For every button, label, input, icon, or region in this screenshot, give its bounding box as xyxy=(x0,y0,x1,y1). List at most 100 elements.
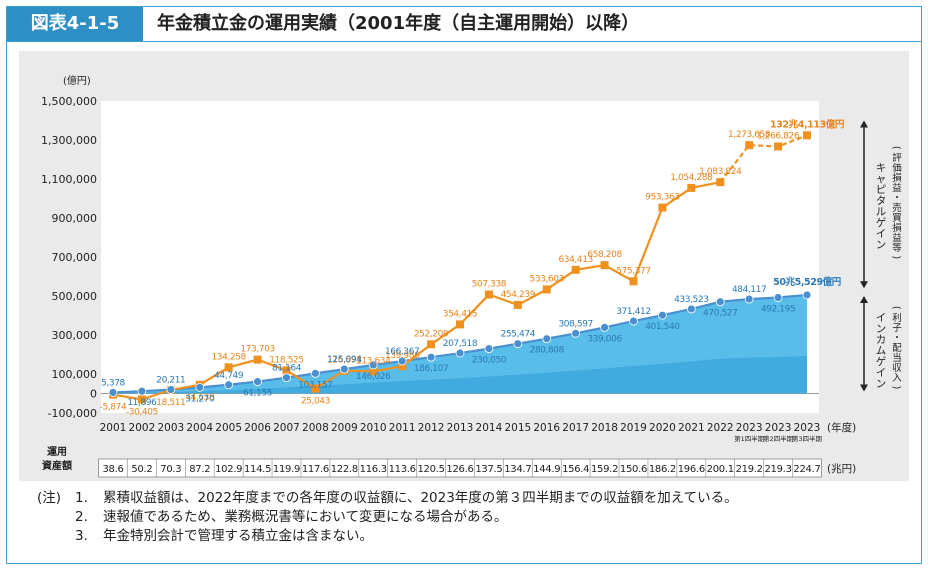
y-tick-label: 500,000 xyxy=(52,290,98,303)
capital-bracket-arrow-down xyxy=(860,281,868,289)
income-side-note: 収 xyxy=(892,362,902,374)
asset-value: 196.6 xyxy=(678,464,705,475)
capital-point xyxy=(600,261,609,270)
income-bracket-arrow-down xyxy=(860,384,868,392)
income-point xyxy=(224,380,234,390)
income-side-label: ゲ xyxy=(876,356,887,368)
capital-side-label: ン xyxy=(876,239,887,251)
income-point xyxy=(137,386,147,396)
income-data-label: 186,107 xyxy=(414,364,448,374)
income-area-shade xyxy=(113,356,807,394)
x-tick-label: 2016 xyxy=(533,422,560,434)
note-2: 2. 速報値であるため、業務概況書等において変更になる場合がある。 xyxy=(37,508,738,527)
income-side-label: カ xyxy=(876,334,887,346)
capital-side-note: ( xyxy=(891,146,902,150)
notes-head: (注) xyxy=(37,490,62,506)
capital-point xyxy=(513,300,522,309)
income-data-label: 11,896 xyxy=(127,398,157,408)
x-tick-label: 2018 xyxy=(591,422,618,434)
asset-row-label: 運用 xyxy=(47,446,67,458)
capital-point xyxy=(716,178,725,187)
income-data-label: 230,050 xyxy=(472,356,507,366)
income-point xyxy=(715,297,725,307)
figure-label: 図表4-1-5 xyxy=(7,7,143,41)
x-tick-label: 2023 xyxy=(736,422,763,434)
capital-data-label: 658,208 xyxy=(587,250,622,260)
capital-side-note: 価 xyxy=(892,162,902,174)
y-tick-label: 100,000 xyxy=(52,368,98,381)
capital-data-label: 634,413 xyxy=(558,255,592,265)
capital-data-label: 252,209 xyxy=(414,329,449,339)
x-tick-label: 2001 xyxy=(100,422,127,434)
capital-side-note: 損 xyxy=(892,222,902,234)
note-number: 2. xyxy=(75,509,88,525)
asset-row-box xyxy=(98,458,822,478)
x-tick-label: 2015 xyxy=(504,422,531,434)
income-data-label: 308,597 xyxy=(558,319,592,329)
income-side-note: 利 xyxy=(892,312,902,324)
capital-side-note: 益 xyxy=(892,182,902,194)
capital-point xyxy=(774,142,783,151)
x-tick-label: 2010 xyxy=(360,422,387,434)
capital-data-label: 1,273,658 xyxy=(728,130,771,140)
capital-bracket-arrow-up xyxy=(860,120,868,128)
income-data-label: 50兆5,529億円 xyxy=(773,276,841,288)
income-data-label: 401,540 xyxy=(645,322,680,332)
income-side-label: ム xyxy=(876,345,887,357)
income-data-label: 255,474 xyxy=(501,330,536,340)
capital-side-label: イ xyxy=(876,228,887,240)
income-side-label: ン xyxy=(876,378,887,390)
income-side-note: 入 xyxy=(892,373,902,384)
asset-value: 114.5 xyxy=(244,464,271,475)
income-data-label: 5,378 xyxy=(101,378,125,388)
chart-panel: (億円) 1,500,000 1,300,000 1,100,000 900,000 70… xyxy=(19,51,909,481)
income-point xyxy=(686,304,696,314)
income-point xyxy=(802,290,812,300)
note-1: (注) 1. 累積収益額は、2022年度までの各年度の収益額に、2023年度の第３四… xyxy=(37,489,738,508)
x-tick-label: 2023 xyxy=(794,422,821,434)
capital-data-label: 116,893 xyxy=(327,356,361,366)
income-point xyxy=(253,377,262,386)
capital-data-label: 44,638 xyxy=(185,393,215,403)
asset-value: 116.3 xyxy=(360,464,387,475)
income-side-note: 配 xyxy=(892,343,902,354)
asset-value: 119.9 xyxy=(273,464,300,475)
x-tick-label: 2006 xyxy=(244,422,271,434)
income-side-note: ・ xyxy=(892,333,902,344)
income-side-note: 子 xyxy=(892,323,902,334)
capital-side-note: 等 xyxy=(892,242,902,254)
income-data-label: 371,412 xyxy=(616,307,650,317)
income-data-label: 207,518 xyxy=(443,339,478,349)
capital-point xyxy=(542,285,551,294)
x-tick-label: 2014 xyxy=(476,422,503,434)
x-tick-label: 2020 xyxy=(649,422,676,434)
income-point xyxy=(773,293,783,302)
capital-side-note: ) xyxy=(891,256,902,260)
chart-svg: (億円) 1,500,000 1,300,000 1,100,000 900,000 70… xyxy=(41,74,902,478)
capital-data-label: 173,703 xyxy=(240,345,274,355)
capital-point xyxy=(629,277,638,286)
figure-header: 図表4-1-5 年金積立金の運用実績（2001年度（自主運用開始）以降） xyxy=(7,7,921,42)
y-tick-label: 1,100,000 xyxy=(41,173,97,186)
asset-value: 134.7 xyxy=(504,464,531,475)
capital-data-label: 134,258 xyxy=(211,352,246,362)
capital-point xyxy=(484,290,493,299)
y-tick-label: 0 xyxy=(90,388,97,401)
y-tick-label: -100,000 xyxy=(48,407,97,420)
asset-value: 117.6 xyxy=(302,464,329,475)
x-tick-label: 2021 xyxy=(678,422,705,434)
capital-point xyxy=(398,362,407,371)
capital-data-label: 953,363 xyxy=(645,193,679,203)
x-tick-label: 2019 xyxy=(620,422,647,434)
income-side-label: イ xyxy=(876,312,887,324)
note-text: 累積収益額は、2022年度までの各年度の収益額に、2023年度の第３四半期までの… xyxy=(103,490,738,506)
income-data-label: 61,155 xyxy=(243,389,272,399)
note-number: 1. xyxy=(75,490,88,506)
capital-series-line-dashed xyxy=(719,134,808,183)
asset-value: 219.2 xyxy=(736,464,763,475)
x-tick-label: 2012 xyxy=(418,422,445,434)
asset-value: 144.9 xyxy=(533,464,560,475)
x-tick-label: 2004 xyxy=(186,422,213,434)
capital-point xyxy=(745,141,754,150)
x-tick-label: 2013 xyxy=(447,422,474,434)
